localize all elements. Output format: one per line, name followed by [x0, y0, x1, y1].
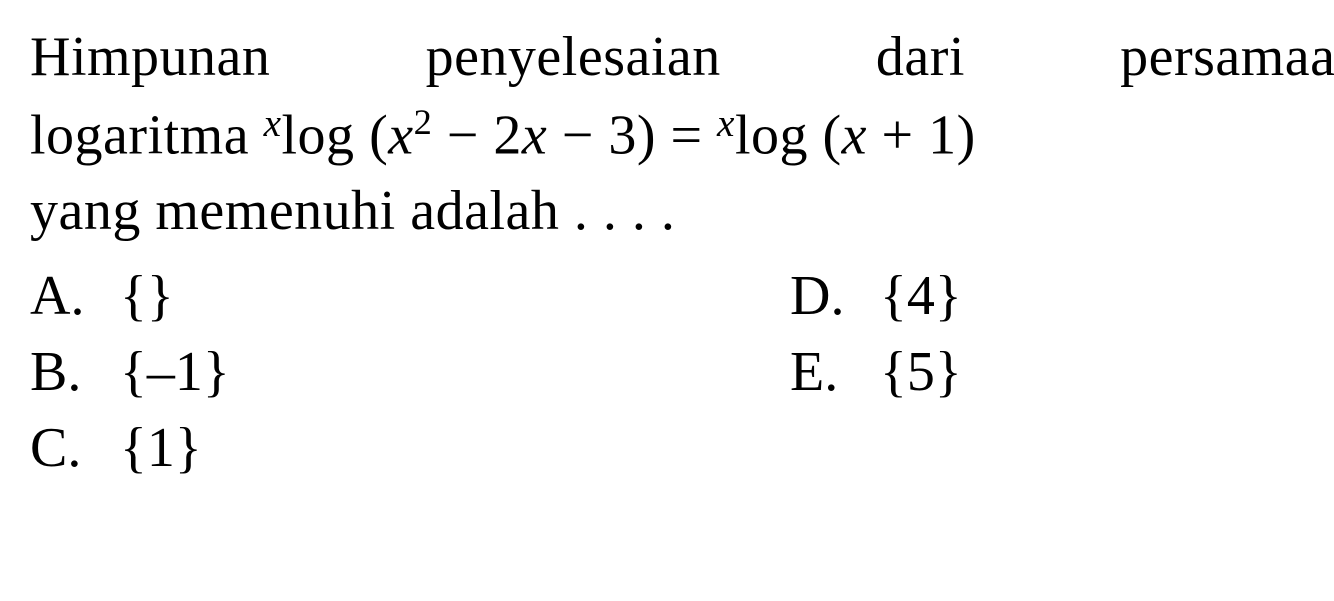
var-x: x: [522, 104, 547, 166]
log-word: log: [735, 104, 808, 166]
word: logaritma: [30, 104, 264, 166]
option-text: {}: [120, 259, 174, 335]
word: penyelesaian: [426, 26, 721, 88]
math-question: Himpunan penyelesaian dari persamaan log…: [30, 20, 1334, 486]
option-row: A. {} D. {4}: [30, 259, 1334, 335]
stem-line-1: Himpunan penyelesaian dari persamaan: [30, 20, 1334, 96]
question-stem: Himpunan penyelesaian dari persamaan log…: [30, 20, 1334, 249]
paren: (: [808, 104, 842, 166]
option-text: {1}: [120, 411, 202, 487]
option-a[interactable]: A. {}: [30, 259, 790, 335]
option-text: {5}: [880, 335, 962, 411]
option-letter: A.: [30, 259, 120, 335]
var-x: x: [842, 104, 867, 166]
stem-line-2: logaritma xlog (x2 − 2x − 3) = xlog (x +…: [30, 96, 1334, 174]
stem-line-3: yang memenuhi adalah . . . .: [30, 174, 1334, 250]
op: − 2: [432, 104, 522, 166]
op: + 1): [867, 104, 976, 166]
option-text: {4}: [880, 259, 962, 335]
word: persamaan: [1120, 26, 1334, 88]
log-word: log: [282, 104, 355, 166]
var-x: x: [388, 104, 413, 166]
option-letter: E.: [790, 335, 880, 411]
option-letter: B.: [30, 335, 120, 411]
paren: (: [355, 104, 389, 166]
log-base: x: [717, 102, 735, 145]
option-c[interactable]: C. {1}: [30, 411, 790, 487]
option-e[interactable]: E. {5}: [790, 335, 962, 411]
answer-options: A. {} D. {4} B. {–1} E. {5} C. {1}: [30, 259, 1334, 486]
option-row: B. {–1} E. {5}: [30, 335, 1334, 411]
log-base: x: [264, 102, 282, 145]
option-b[interactable]: B. {–1}: [30, 335, 790, 411]
option-letter: D.: [790, 259, 880, 335]
word: Himpunan: [30, 26, 270, 88]
option-text: {–1}: [120, 335, 230, 411]
op: − 3) =: [547, 104, 717, 166]
exponent: 2: [414, 102, 433, 142]
option-letter: C.: [30, 411, 120, 487]
option-d[interactable]: D. {4}: [790, 259, 962, 335]
word: dari: [876, 26, 965, 88]
option-row: C. {1}: [30, 411, 1334, 487]
